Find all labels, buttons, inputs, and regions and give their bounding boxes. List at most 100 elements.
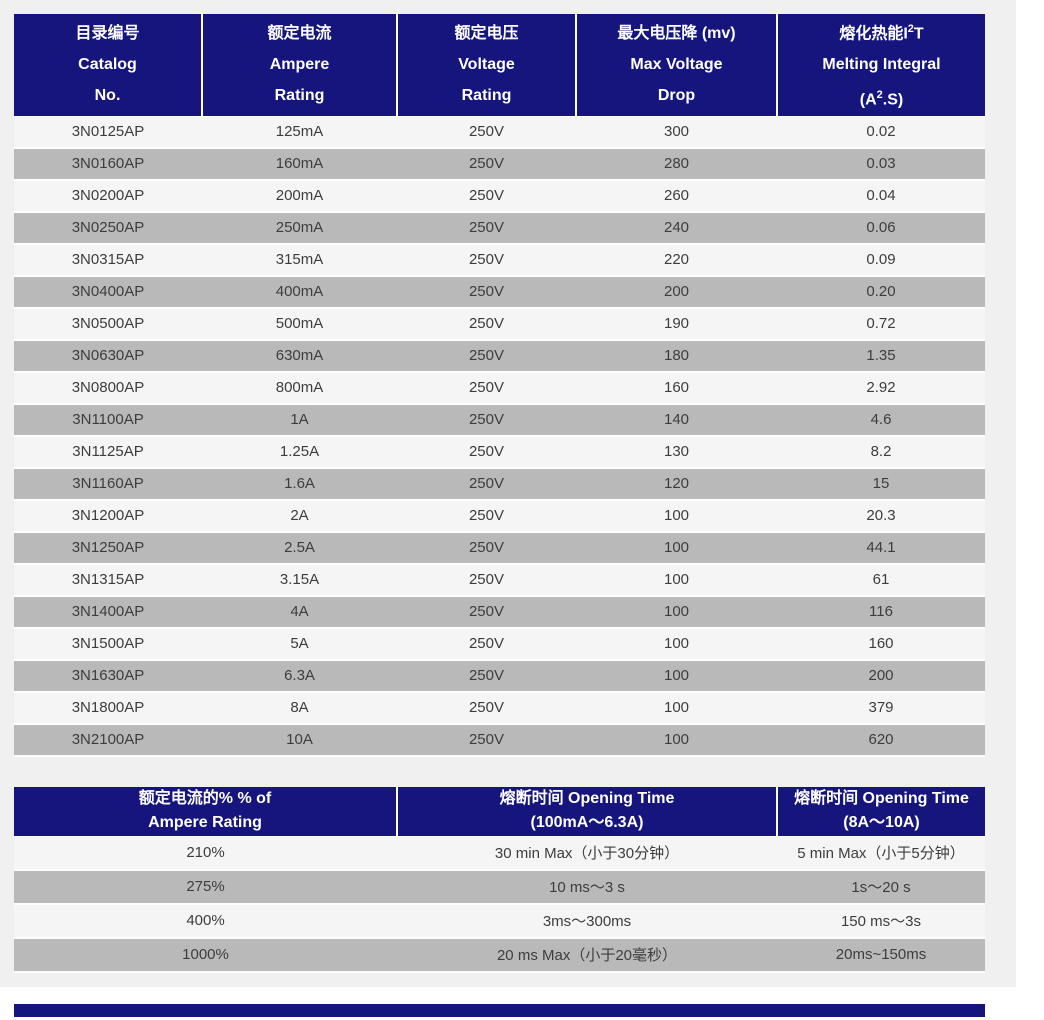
table-cell: 250V [397,563,576,597]
table-row: 3N1630AP 6.3A 250V 100 200 [14,659,985,693]
table-cell: 620 [777,723,985,757]
table-cell: 280 [576,147,777,181]
opening-time-table-header: 额定电流的% % of Ampere Rating 熔断时间 Opening T… [14,786,985,837]
table-cell: 250V [397,659,576,693]
table-cell: 250V [397,179,576,213]
table-cell: 400% [14,903,397,939]
col-header-max-voltage-drop: 最大电压降 (mv) Max Voltage Drop [576,14,778,117]
table-cell: 6.3A [202,659,397,693]
table-row: 3N1800AP 8A 250V 100 379 [14,691,985,725]
header-line: (8A～10A) [843,814,920,832]
content-area: 目录编号 Catalog No. 额定电流 Ampere Rating 额定电压… [0,0,1016,987]
table-cell: 250V [397,531,576,565]
table-row: 1000% 20 ms Max（小于20毫秒） 20ms~150ms [14,937,985,973]
header-line: Rating [274,87,325,105]
header-line: 熔断时间 Opening Time [794,790,969,808]
fuse-spec-table-header: 目录编号 Catalog No. 额定电流 Ampere Rating 额定电压… [14,14,985,117]
table-cell: 3N0630AP [14,339,202,373]
table-cell: 5 min Max（小于5分钟） [777,836,985,871]
table-cell: 61 [777,563,985,597]
table-cell: 0.09 [777,243,985,277]
table-cell: 150 ms～3s [777,903,985,939]
table-row: 210% 30 min Max（小于30分钟） 5 min Max（小于5分钟） [14,836,985,871]
header-line: No. [94,87,121,105]
table-cell: 3.15A [202,563,397,597]
table-cell: 250V [397,307,576,341]
table-cell: 160mA [202,147,397,181]
header-line: 熔化热能I2T [839,23,924,43]
table-cell: 180 [576,339,777,373]
col-header-percent-of-ampere-rating: 额定电流的% % of Ampere Rating [14,786,398,837]
table-cell: 3N0315AP [14,243,202,277]
table-cell: 0.03 [777,147,985,181]
col-header-opening-time-large-range: 熔断时间 Opening Time (8A～10A) [777,786,985,837]
table-row: 3N1315AP 3.15A 250V 100 61 [14,563,985,597]
table-cell: 3N0500AP [14,307,202,341]
header-line: Catalog [78,56,137,74]
table-cell: 3N1160AP [14,467,202,501]
header-row: 目录编号 Catalog No. 额定电流 Ampere Rating 额定电压… [14,14,985,117]
table-cell: 3N1630AP [14,659,202,693]
table-cell: 3ms～300ms [397,903,777,939]
table-cell: 3N1200AP [14,499,202,533]
header-line: Drop [657,87,696,105]
table-row: 3N1200AP 2A 250V 100 20.3 [14,499,985,533]
table-cell: 200 [777,659,985,693]
table-cell: 250mA [202,211,397,245]
table-cell: 250V [397,627,576,661]
table-cell: 3N1800AP [14,691,202,725]
table-cell: 20 ms Max（小于20毫秒） [397,937,777,973]
table-cell: 116 [777,595,985,629]
table-cell: 250V [397,467,576,501]
header-line: Ampere Rating [148,814,262,832]
table-cell: 379 [777,691,985,725]
table-row: 3N1500AP 5A 250V 100 160 [14,627,985,661]
table-cell: 250V [397,243,576,277]
table-cell: 1.35 [777,339,985,373]
table-row: 275% 10 ms～3 s 1s～20 s [14,869,985,905]
table-cell: 0.04 [777,179,985,213]
table-cell: 130 [576,435,777,469]
table-cell: 140 [576,403,777,437]
table-row: 3N0630AP 630mA 250V 180 1.35 [14,339,985,373]
table-cell: 15 [777,467,985,501]
table-cell: 1A [202,403,397,437]
fuse-spec-table-body: 3N0125AP 125mA 250V 300 0.02 3N0160AP 160mA 250… [14,116,985,757]
table-cell: 3N0200AP [14,179,202,213]
table-cell: 240 [576,211,777,245]
table-cell: 100 [576,723,777,757]
table-cell: 100 [576,691,777,725]
table-cell: 1.25A [202,435,397,469]
header-line: 最大电压降 (mv) [617,25,736,43]
table-cell: 220 [576,243,777,277]
header-line: Melting Integral [822,56,941,74]
opening-time-table-body: 210% 30 min Max（小于30分钟） 5 min Max（小于5分钟） 27… [14,836,985,973]
superscript: 2 [907,23,914,35]
table-row: 3N0315AP 315mA 250V 220 0.09 [14,243,985,277]
table-cell: 3N1100AP [14,403,202,437]
table-cell: 160 [777,627,985,661]
table-cell: 315mA [202,243,397,277]
table-cell: 120 [576,467,777,501]
col-header-opening-time-small-range: 熔断时间 Opening Time (100mA～6.3A) [397,786,778,837]
table-row: 3N0160AP 160mA 250V 280 0.03 [14,147,985,181]
table-cell: 500mA [202,307,397,341]
col-header-melting-integral: 熔化热能I2T Melting Integral (A2.S) [777,14,985,117]
table-cell: 3N1400AP [14,595,202,629]
table-cell: 250V [397,403,576,437]
header-line: 额定电压 [454,25,519,43]
table-cell: 0.72 [777,307,985,341]
table-cell: 8.2 [777,435,985,469]
header-line: Max Voltage [630,56,723,74]
table-cell: 100 [576,563,777,597]
col-header-voltage-rating: 额定电压 Voltage Rating [397,14,577,117]
table-cell: 250V [397,275,576,309]
header-line: Voltage [458,56,515,74]
table-row: 3N1100AP 1A 250V 140 4.6 [14,403,985,437]
table-row: 3N1160AP 1.6A 250V 120 15 [14,467,985,501]
table-cell: 100 [576,531,777,565]
table-cell: 250V [397,147,576,181]
header-row: 额定电流的% % of Ampere Rating 熔断时间 Opening T… [14,786,985,837]
col-header-catalog-no: 目录编号 Catalog No. [14,14,203,117]
table-cell: 250V [397,435,576,469]
